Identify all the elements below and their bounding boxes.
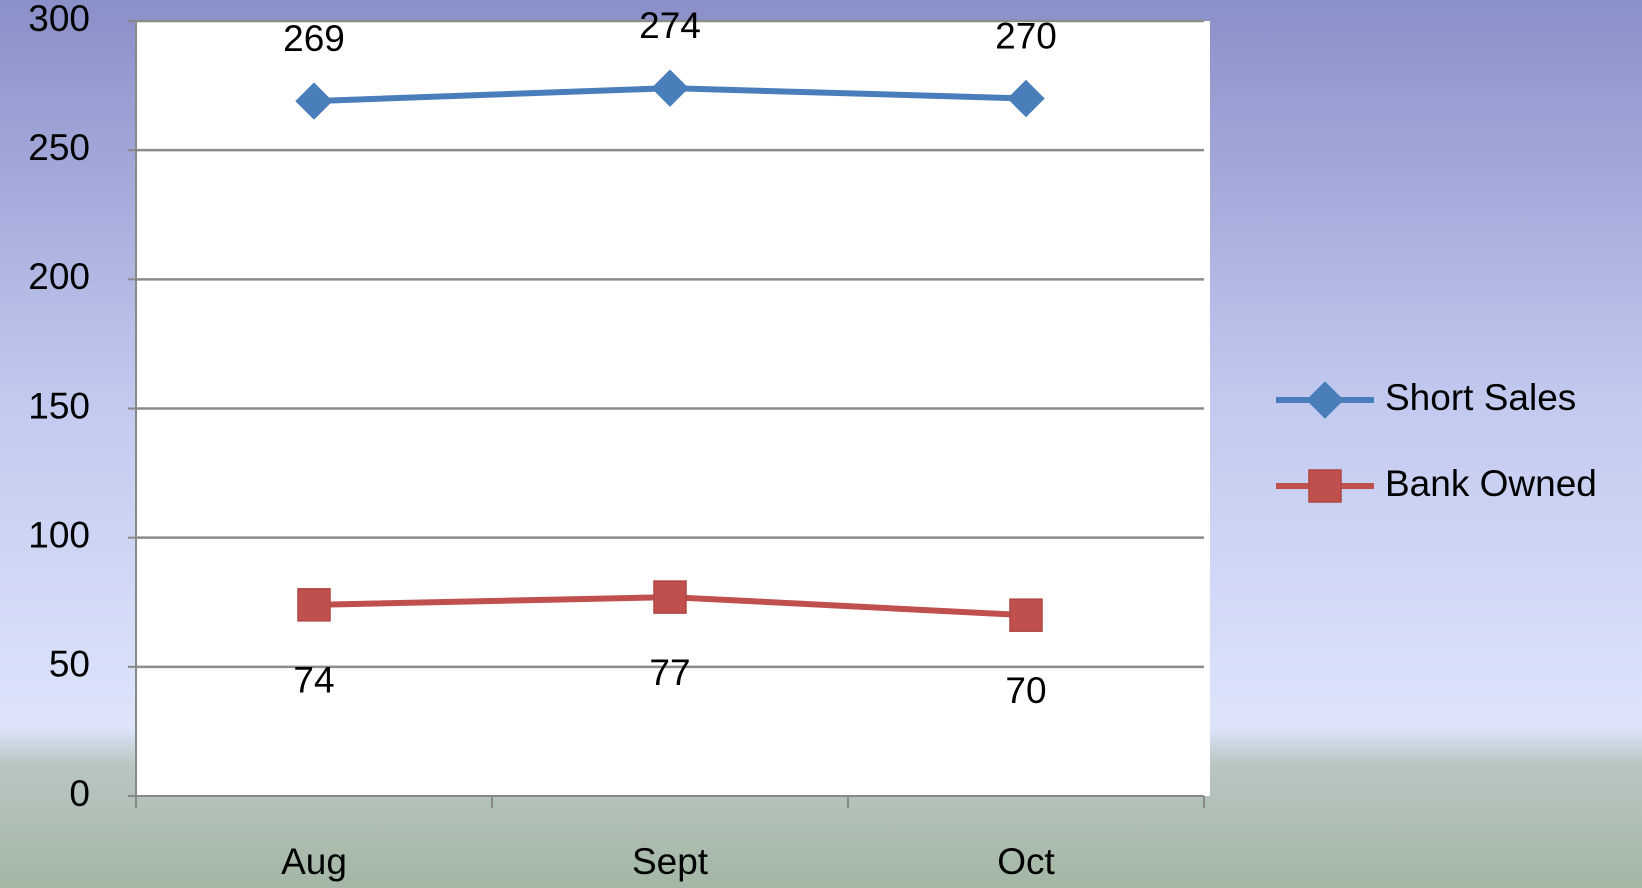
- data-label: 74: [293, 660, 334, 701]
- data-label: 77: [649, 652, 690, 693]
- point: [297, 588, 331, 622]
- y-tick-label: 50: [49, 644, 90, 685]
- y-tick-label: 200: [28, 256, 90, 297]
- data-label: 274: [639, 5, 701, 46]
- y-tick-label: 150: [28, 385, 90, 426]
- y-tick-label: 300: [28, 0, 90, 39]
- y-tick-label: 250: [28, 127, 90, 168]
- legend-label: Bank Owned: [1385, 463, 1597, 504]
- y-tick-label: 100: [28, 514, 90, 555]
- legend-label: Short Sales: [1385, 377, 1576, 418]
- point: [1007, 79, 1045, 118]
- data-label: 269: [283, 18, 345, 59]
- point: [1009, 598, 1043, 632]
- data-label: 70: [1005, 670, 1046, 711]
- y-tick-label: 0: [69, 773, 90, 814]
- x-tick-label: Oct: [997, 841, 1055, 882]
- x-tick-label: Aug: [281, 841, 347, 882]
- legend-marker: [1306, 381, 1344, 419]
- x-tick-label: Sept: [632, 841, 709, 882]
- point: [651, 69, 689, 107]
- point: [295, 82, 333, 120]
- data-label: 270: [995, 15, 1057, 56]
- point: [653, 580, 687, 614]
- legend-marker: [1308, 469, 1342, 503]
